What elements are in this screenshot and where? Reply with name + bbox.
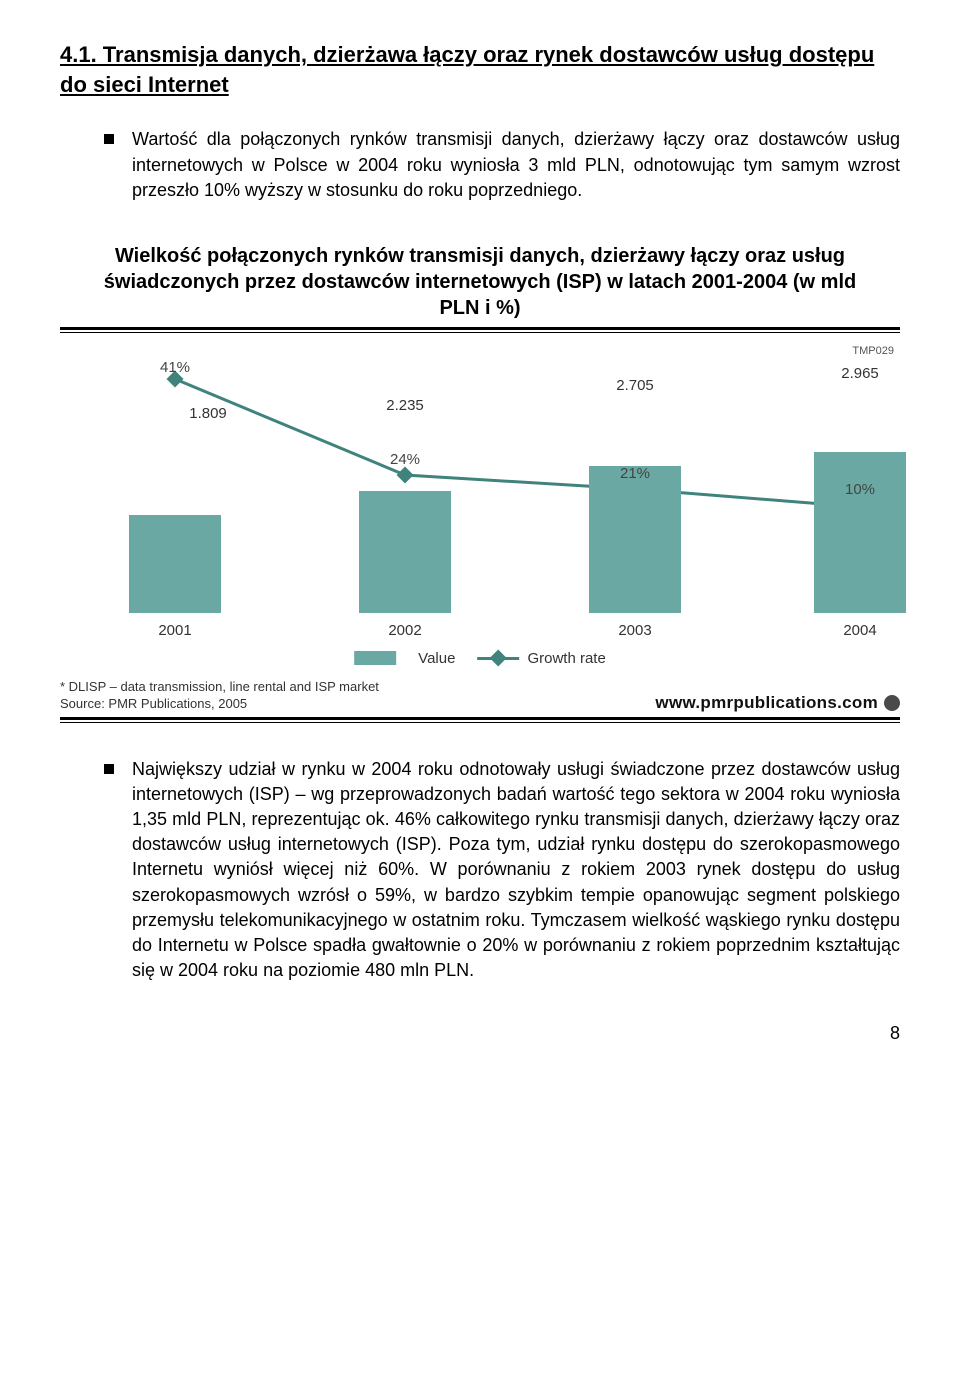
pmr-url: www.pmrpublications.com <box>655 693 900 713</box>
chart-code: TMP029 <box>852 345 894 357</box>
growth-label: 41% <box>160 359 190 376</box>
bar-value-label: 1.809 <box>189 405 227 422</box>
x-axis-label: 2002 <box>388 622 421 639</box>
chart-footer: * DLISP – data transmission, line rental… <box>60 679 900 713</box>
bar-value-label: 2.235 <box>386 397 424 414</box>
bar <box>359 491 451 613</box>
bar-value-label: 2.965 <box>841 365 879 382</box>
legend-value-label: Value <box>418 650 455 667</box>
bar-value-label: 2.705 <box>616 377 654 394</box>
bullet-text: Wartość dla połączonych rynków transmisj… <box>132 127 900 203</box>
bullet-text: Największy udział w rynku w 2004 roku od… <box>132 757 900 984</box>
section-heading: 4.1. Transmisja danych, dzierżawa łączy … <box>60 40 900 99</box>
combined-bar-line-chart: TMP029 Value Growth rate 2001 1.809 41% 200… <box>60 343 900 673</box>
bullet-paragraph-2: Największy udział w rynku w 2004 roku od… <box>104 757 900 984</box>
x-axis-label: 2004 <box>843 622 876 639</box>
divider <box>60 327 900 330</box>
legend-growth-label: Growth rate <box>527 650 605 667</box>
bar <box>129 515 221 613</box>
growth-label: 24% <box>390 451 420 468</box>
divider <box>60 332 900 333</box>
chart-note: * DLISP – data transmission, line rental… <box>60 679 379 713</box>
bullet-paragraph-1: Wartość dla połączonych rynków transmisj… <box>104 127 900 203</box>
x-axis-label: 2003 <box>618 622 651 639</box>
legend-value-swatch <box>354 651 396 665</box>
chart-legend: Value Growth rate <box>354 650 606 667</box>
bullet-square-icon <box>104 764 114 774</box>
page-number: 8 <box>60 1023 900 1044</box>
pmr-logo-icon <box>884 695 900 711</box>
bullet-square-icon <box>104 134 114 144</box>
growth-label: 10% <box>845 481 875 498</box>
chart-title: Wielkość połączonych rynków transmisji d… <box>100 243 860 321</box>
growth-label: 21% <box>620 465 650 482</box>
bar <box>814 452 906 613</box>
x-axis-label: 2001 <box>158 622 191 639</box>
bar <box>589 466 681 613</box>
legend-growth-item: Growth rate <box>477 650 605 667</box>
divider <box>60 722 900 723</box>
divider <box>60 717 900 720</box>
